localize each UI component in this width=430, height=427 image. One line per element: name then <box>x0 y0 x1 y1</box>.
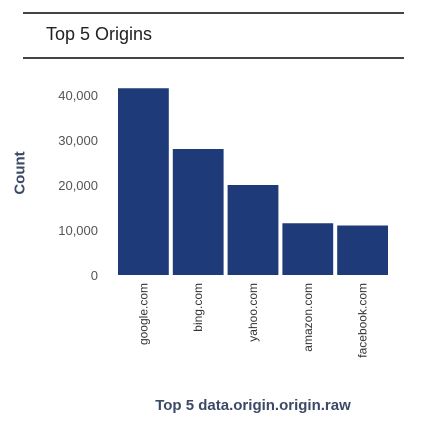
top-divider <box>23 12 404 14</box>
panel-title: Top 5 Origins <box>46 24 153 44</box>
y-tick-label: 0 <box>91 268 98 283</box>
x-axis-label: Top 5 data.origin.origin.raw <box>155 397 351 414</box>
y-tick-label: 10,000 <box>58 223 98 238</box>
x-tick-label: yahoo.com <box>246 283 260 342</box>
x-tick-label: bing.com <box>191 283 205 332</box>
x-tick-label: facebook.com <box>356 283 370 358</box>
x-tick-label: google.com <box>136 283 150 345</box>
bar-google-com[interactable] <box>118 88 169 275</box>
y-tick-label: 20,000 <box>58 178 98 193</box>
bar-amazon-com[interactable] <box>282 223 334 275</box>
y-tick-label: 30,000 <box>58 133 98 148</box>
bar-bing-com[interactable] <box>172 149 224 275</box>
title-divider <box>23 57 404 59</box>
y-tick-label: 40,000 <box>58 88 98 103</box>
bar-yahoo-com[interactable] <box>227 185 279 275</box>
bar-facebook-com[interactable] <box>337 225 388 276</box>
x-tick-label: amazon.com <box>301 283 315 352</box>
